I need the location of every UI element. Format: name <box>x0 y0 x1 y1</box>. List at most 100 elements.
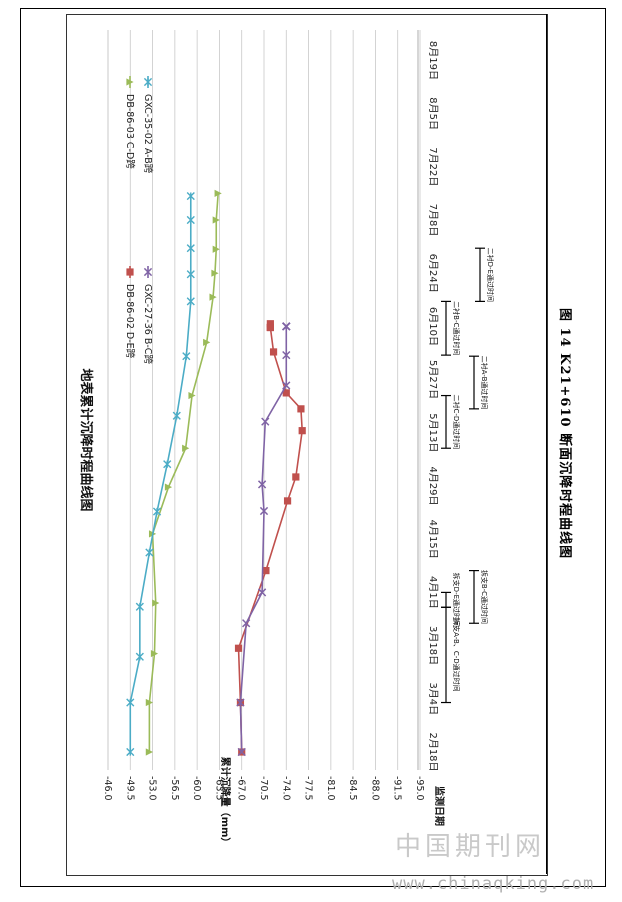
series-line <box>237 323 304 753</box>
legend-entry: GXC-27-36 B-C跨 <box>142 266 153 364</box>
x-tick-label: 6月10日 <box>427 307 439 346</box>
watermark-url: www.chinaqking.com <box>392 874 595 894</box>
series-2 <box>236 322 291 757</box>
x-tick-label: 7月8日 <box>427 204 439 237</box>
data-point-star <box>135 602 144 611</box>
data-point-triangle <box>209 293 217 301</box>
x-tick-label: 8月5日 <box>427 97 439 130</box>
annotation-label: 拆支A-B、C-D通过时间 <box>452 618 461 692</box>
x-tick-label: 6月24日 <box>427 254 439 293</box>
data-point-x <box>237 747 246 757</box>
x-tick-label: 3月4日 <box>427 682 439 715</box>
outer-border <box>20 8 606 887</box>
passage-annotation: 二衬C-D通过时间 <box>441 394 461 449</box>
data-point-star <box>172 411 181 420</box>
x-axis: 2月18日 3月4日 3月18日 4月1日 4月15日 4月29日 5月13日 5月27日 6月… <box>417 30 446 826</box>
legend-entry: GXC-35-02 A-B跨 <box>142 76 153 174</box>
watermark-logo-text: 中国期刊网 <box>395 832 546 862</box>
x-tick-label: 3月18日 <box>427 626 439 665</box>
data-point-x <box>282 322 291 331</box>
data-point-triangle <box>212 216 220 224</box>
data-point-x <box>236 698 245 707</box>
y-tick-label: -63.5 <box>213 776 224 801</box>
data-point-square <box>269 348 278 356</box>
data-point-triangle <box>212 245 220 253</box>
y-tick-label: -46.0 <box>102 776 113 801</box>
data-point-triangle <box>203 338 211 346</box>
data-point-x <box>242 619 251 628</box>
x-tick-label: 4月29日 <box>427 466 439 505</box>
data-point-x <box>261 417 270 426</box>
y-tick-label: -77.5 <box>303 776 314 801</box>
x-tick-label: 8月19日 <box>427 41 439 80</box>
x-tick-label: 5月13日 <box>427 413 439 452</box>
data-point-triangle <box>164 483 173 491</box>
data-point-star <box>186 191 195 201</box>
data-point-star <box>143 77 153 87</box>
data-point-square <box>283 497 292 505</box>
passage-annotation: 二衬D-E通过时间 <box>475 247 495 302</box>
legend-entry: DB-86-02 D-E跨 <box>124 266 135 359</box>
legend-label: DB-86-03 C-D跨 <box>124 94 135 169</box>
y-tick-label: -56.5 <box>169 776 180 801</box>
y-tick-label: -67.0 <box>236 776 247 801</box>
chart-border <box>66 14 548 876</box>
annotation-label: 二衬A-B通过时间 <box>480 356 489 410</box>
y-tick-label: -70.5 <box>258 776 269 801</box>
data-point-square <box>266 320 274 328</box>
x-axis-label: 监测日期 <box>433 786 446 826</box>
data-point-star <box>186 270 195 279</box>
annotation-label: 二衬D-E通过时间 <box>486 248 495 302</box>
data-point-square <box>298 427 306 435</box>
data-point-star <box>152 507 162 516</box>
series-line <box>239 326 288 753</box>
y-tick-label: -84.5 <box>347 776 358 801</box>
data-point-triangle <box>214 189 222 197</box>
data-point-star <box>182 352 191 361</box>
series-group <box>126 189 306 757</box>
y-tick-label: -74.0 <box>280 776 291 801</box>
series-4 <box>126 191 195 757</box>
data-point-triangle <box>152 599 160 607</box>
legend: DB-86-02 D-E跨 GXC-27-36 B-C跨 DB-86-03 C-D跨… <box>124 76 153 364</box>
data-point-triangle <box>150 649 159 658</box>
data-point-star <box>126 747 135 757</box>
legend-label: GXC-27-36 B-C跨 <box>142 284 153 364</box>
annotation-label: 二衬B-C通过时间 <box>452 301 461 355</box>
x-tick-label: 7月22日 <box>427 147 439 186</box>
x-tick-label: 4月15日 <box>427 520 439 559</box>
chart-title: 地表累计沉降时程曲线图 <box>78 368 94 511</box>
y-tick-label: -49.5 <box>124 776 135 801</box>
data-point-triangle <box>182 444 190 452</box>
data-point-star <box>186 297 195 306</box>
caption-divider <box>546 14 547 874</box>
data-point-square <box>266 323 274 332</box>
data-point-square <box>297 405 305 413</box>
data-point-triangle <box>145 698 153 707</box>
passage-annotation: 二衬B-C通过时间 <box>441 300 461 356</box>
y-tick-label: -60.0 <box>191 776 202 801</box>
y-tick-label: -88.0 <box>369 776 380 801</box>
annotation-label: 二衬C-D通过时间 <box>452 394 461 449</box>
annotation-label: 拆支D-E通过时间 <box>452 573 461 627</box>
y-tick-label: -95.0 <box>414 776 425 801</box>
x-tick-label: 5月27日 <box>427 360 439 399</box>
data-point-triangle <box>188 391 196 400</box>
data-point-star <box>186 215 195 225</box>
gridlines <box>107 30 421 770</box>
data-point-x <box>282 350 291 360</box>
passage-annotation: 拆支D-E通过时间 <box>441 573 461 627</box>
legend-label: GXC-35-02 A-B跨 <box>142 94 153 174</box>
data-point-star <box>145 548 154 557</box>
data-point-square <box>126 268 134 276</box>
x-tick-label: 2月18日 <box>427 732 439 771</box>
data-point-star <box>186 244 195 253</box>
data-point-square <box>292 473 300 481</box>
x-tick-label: 4月1日 <box>427 576 439 609</box>
data-point-triangle <box>211 269 219 277</box>
y-tick-label: -91.5 <box>392 776 403 801</box>
legend-label: DB-86-02 D-E跨 <box>124 284 135 359</box>
passage-annotation: 二衬A-B通过时间 <box>469 355 489 410</box>
